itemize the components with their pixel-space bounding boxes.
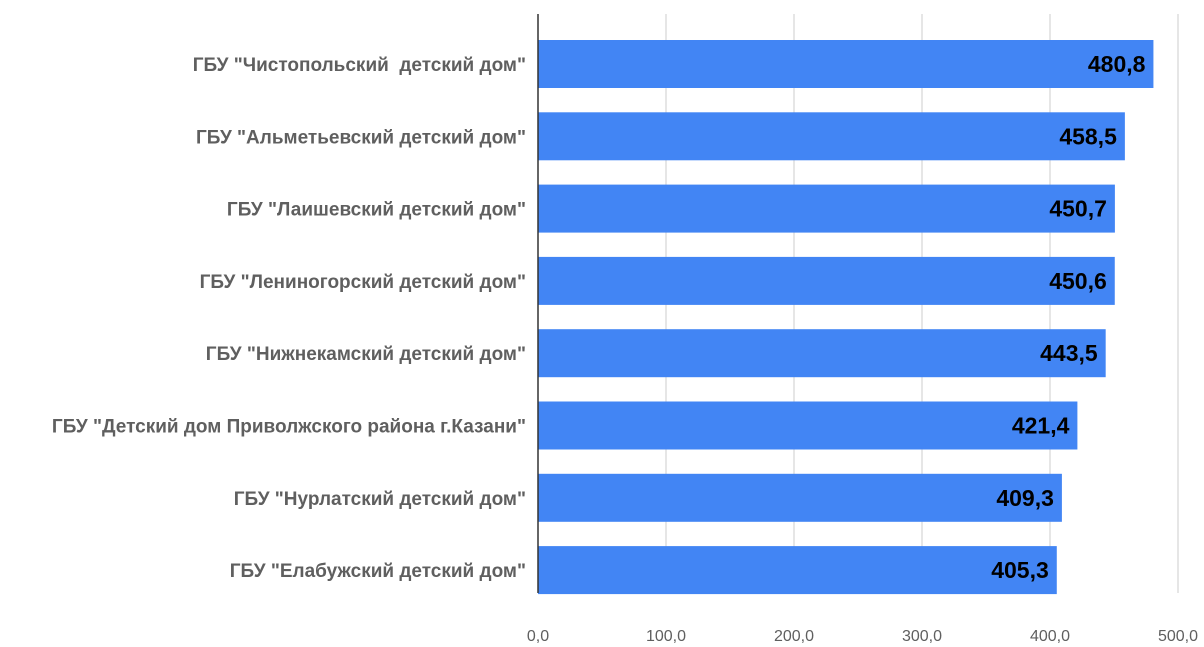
category-label: ГБУ "Лаишевский детский дом" (227, 200, 526, 221)
bar (538, 184, 1115, 233)
data-label: 450,6 (1049, 268, 1107, 294)
bar (538, 40, 1154, 88)
category-label: ГБУ "Детский дом Приволжского района г.К… (52, 417, 526, 438)
labels: 0,0 100,0 200,0 300,0 400,0 500,0 480,8 ГБУ "Чи… (52, 51, 1198, 645)
bar (538, 473, 1062, 522)
bar (538, 112, 1125, 161)
x-tick-label: 500,0 (1158, 628, 1198, 645)
data-label: 405,3 (991, 557, 1049, 583)
x-tick-label: 400,0 (1030, 628, 1070, 645)
x-tick-label: 100,0 (646, 628, 686, 645)
bar (538, 401, 1078, 450)
data-label: 480,8 (1088, 51, 1146, 77)
bar (538, 329, 1106, 378)
x-tick-label: 200,0 (774, 628, 814, 645)
bars (538, 40, 1154, 595)
data-label: 458,5 (1059, 123, 1117, 149)
data-label: 450,7 (1049, 196, 1107, 222)
bar (538, 256, 1115, 305)
category-label: ГБУ "Чистопольский детский дом" (193, 55, 526, 76)
x-tick-label: 0,0 (527, 628, 549, 645)
data-label: 443,5 (1040, 340, 1098, 366)
data-label: 421,4 (1012, 413, 1070, 439)
x-tick-label: 300,0 (902, 628, 942, 645)
category-label: ГБУ "Альметьевский детский дом" (196, 127, 526, 148)
data-label: 409,3 (996, 485, 1054, 511)
category-label: ГБУ "Нижнекамский детский дом" (206, 344, 526, 365)
category-label: ГБУ "Нурлатский детский дом" (234, 489, 526, 510)
category-label: ГБУ "Елабужский детский дом" (230, 561, 526, 582)
category-label: ГБУ "Лениногорский детский дом" (200, 272, 526, 293)
bar (538, 546, 1057, 595)
